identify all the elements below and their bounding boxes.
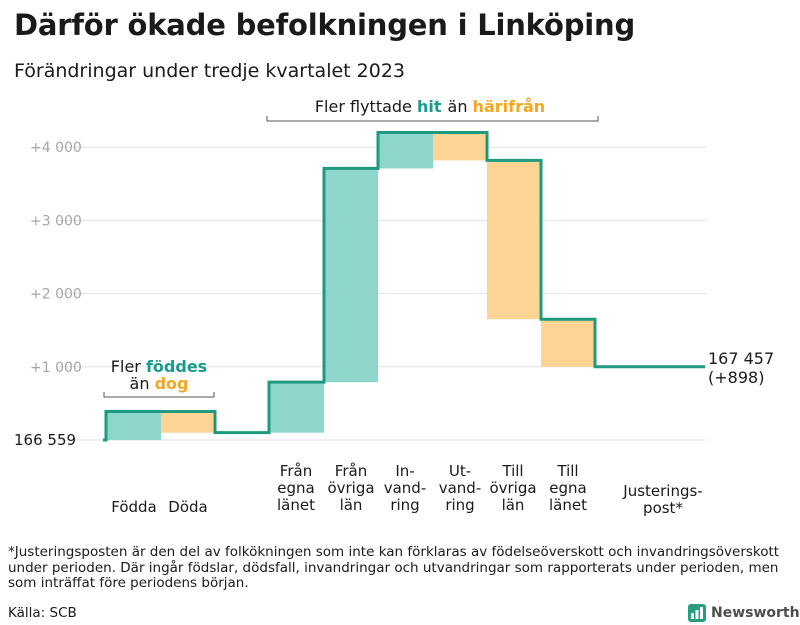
y-tick-label: +2 000 xyxy=(30,287,82,303)
step-line xyxy=(103,131,705,442)
end-change-label: (+898) xyxy=(708,368,764,387)
bar-6 xyxy=(433,132,487,161)
bar-3 xyxy=(269,382,324,433)
category-label: Till xyxy=(556,462,578,480)
bar-chart-logo-icon xyxy=(688,604,706,622)
category-label: In- xyxy=(395,462,414,480)
category-label: län xyxy=(502,496,525,514)
category-label: post* xyxy=(643,499,683,517)
bar-2 xyxy=(161,411,215,433)
category-label: egna xyxy=(549,479,586,497)
waterfall-chart: +1 000 +2 000 +3 000 +4 000 166 559 Födda Döda… xyxy=(14,97,774,517)
births-annotation-line2: än dog xyxy=(130,374,189,393)
start-value-label: 166 559 xyxy=(14,431,76,449)
migration-bracket xyxy=(266,116,599,122)
bars xyxy=(106,132,595,440)
source: Källa: SCB xyxy=(8,605,77,621)
bar-5 xyxy=(378,132,433,169)
bar-4 xyxy=(324,168,378,383)
brand-logo: Newsworthy xyxy=(688,604,800,622)
category-label: Födda xyxy=(111,498,157,516)
category-label: Från xyxy=(280,462,312,480)
category-label: övriga xyxy=(489,479,536,497)
category-label: Ut- xyxy=(449,462,471,480)
footnote: *Justeringsposten är den del av folkökni… xyxy=(8,544,780,591)
migration-annotation: Fler flyttade hit än härifrån xyxy=(266,97,599,122)
bar-8 xyxy=(541,319,595,367)
bar-7 xyxy=(487,160,541,320)
category-label: ring xyxy=(390,496,419,514)
y-tick-label: +1 000 xyxy=(30,360,82,376)
category-label: Från xyxy=(335,462,367,480)
births-bracket xyxy=(103,392,215,398)
migration-annotation-text: Fler flyttade hit än härifrån xyxy=(315,97,545,116)
category-label: vand- xyxy=(384,479,427,497)
y-tick-label: +3 000 xyxy=(30,213,82,229)
category-label: län xyxy=(340,496,363,514)
category-label: ring xyxy=(445,496,474,514)
category-label: Till xyxy=(501,462,523,480)
category-label: Döda xyxy=(168,498,207,516)
category-label: Justerings- xyxy=(622,482,702,500)
gridlines xyxy=(58,146,706,441)
step-path xyxy=(103,131,705,442)
labels: +1 000 +2 000 +3 000 +4 000 166 559 Födda Döda… xyxy=(14,140,774,517)
bar-1 xyxy=(106,411,161,440)
brand-name: Newsworthy xyxy=(711,605,800,621)
category-label: vand- xyxy=(439,479,482,497)
births-annotation-line1: Fler föddes xyxy=(111,357,207,376)
y-tick-label: +4 000 xyxy=(30,140,82,156)
end-value-label: 167 457 xyxy=(708,349,774,368)
category-label: övriga xyxy=(327,479,374,497)
category-label: egna xyxy=(277,479,314,497)
category-label: länet xyxy=(277,496,315,514)
chart-title: Därför ökade befolkningen i Linköping xyxy=(14,8,636,42)
category-label: länet xyxy=(549,496,587,514)
births-annotation: Fler föddes än dog xyxy=(103,357,215,398)
chart-subtitle: Förändringar under tredje kvartalet 2023 xyxy=(14,60,406,82)
